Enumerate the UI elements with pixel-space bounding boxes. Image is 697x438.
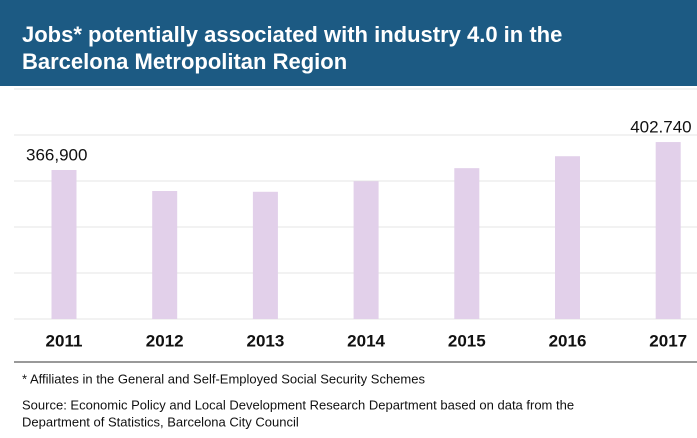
bar <box>152 191 178 319</box>
bar <box>655 142 681 319</box>
bar <box>252 191 278 319</box>
x-tick-label: 2011 <box>46 331 83 350</box>
title-banner <box>0 0 697 86</box>
x-tick-label: 2016 <box>549 331 587 350</box>
x-tick-label: 2014 <box>347 331 385 350</box>
x-tick-label: 2013 <box>246 331 284 350</box>
footnote: * Affiliates in the General and Self-Emp… <box>22 371 425 386</box>
chart-title: Jobs* potentially associated with indust… <box>22 22 562 47</box>
x-tick-label: 2012 <box>146 331 184 350</box>
value-label: 402.740 <box>630 118 691 137</box>
source: Source: Economic Policy and Local Develo… <box>22 397 574 412</box>
bar <box>454 168 480 319</box>
x-tick-label: 2017 <box>649 331 687 350</box>
chart-title: Barcelona Metropolitan Region <box>22 49 347 74</box>
bar <box>555 156 580 319</box>
bar <box>51 170 77 319</box>
value-label: 366,900 <box>26 146 87 165</box>
source: Department of Statistics, Barcelona City… <box>22 414 299 429</box>
x-tick-label: 2015 <box>448 331 486 350</box>
bar <box>353 181 379 319</box>
